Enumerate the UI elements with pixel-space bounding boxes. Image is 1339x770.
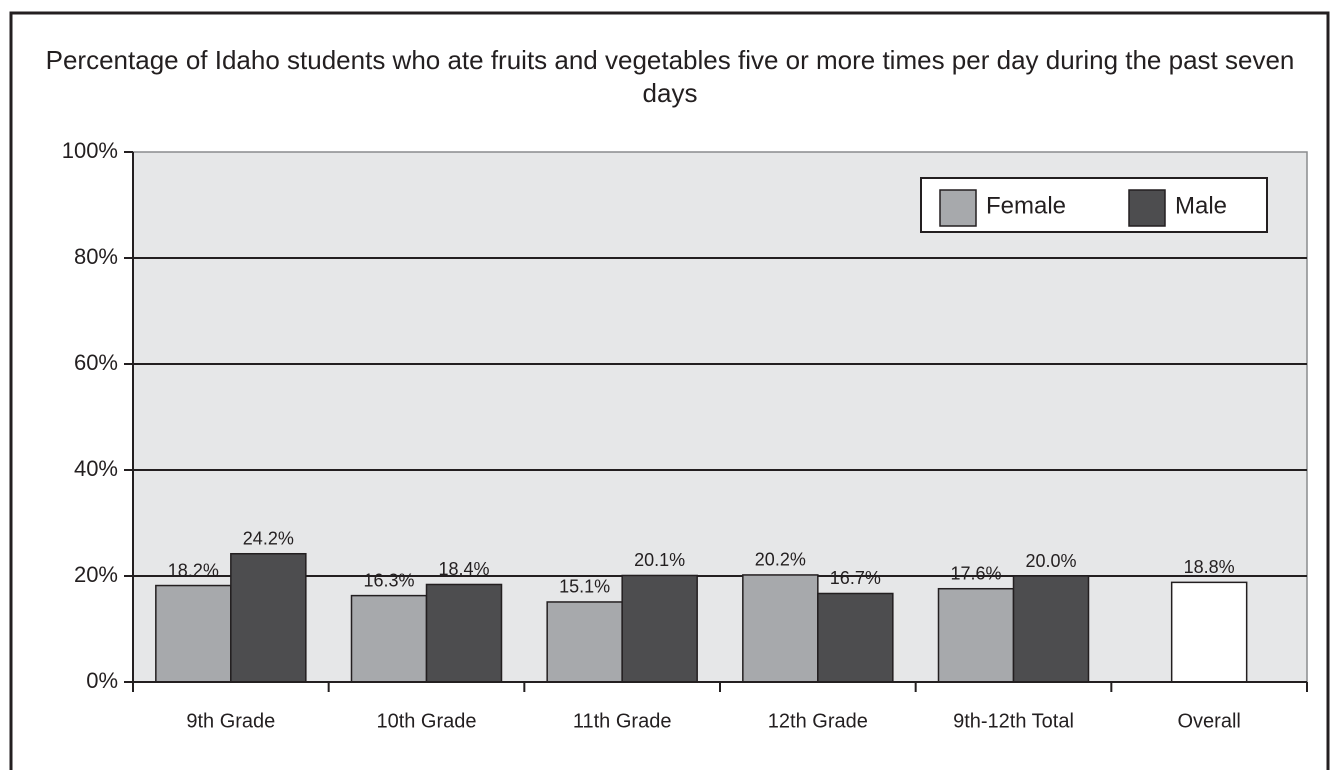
x-tick-label: 10th Grade [376, 710, 476, 732]
legend-swatch [1128, 189, 1166, 227]
bar [230, 552, 307, 683]
y-tick-label: 60% [74, 350, 118, 375]
y-tick-label: 80% [74, 244, 118, 269]
legend-label: Female [986, 192, 1066, 219]
x-tick-label: 9th-12th Total [953, 710, 1074, 732]
bar [1012, 575, 1090, 683]
y-tick-label: 40% [74, 456, 118, 481]
value-label: 20.1% [634, 550, 685, 570]
value-label: 20.0% [1025, 551, 1076, 571]
value-label: 20.2% [755, 550, 806, 570]
bar [1170, 581, 1248, 683]
legend-swatch [939, 189, 977, 227]
legend-label: Male [1175, 192, 1227, 219]
x-tick-label: 11th Grade [573, 710, 672, 732]
value-label: 15.1% [559, 577, 610, 597]
value-label: 18.4% [438, 559, 489, 579]
frame [9, 11, 1330, 770]
x-tick-label: Overall [1177, 710, 1240, 732]
value-label: 16.3% [363, 570, 414, 590]
legend-box [920, 177, 1268, 233]
chart-title: Percentage of Idaho students who ate fru… [45, 45, 1295, 108]
bar [425, 583, 503, 683]
bar [350, 594, 428, 683]
value-label: 24.2% [243, 528, 294, 548]
y-tick-label: 20% [74, 562, 118, 587]
y-tick-label: 100% [62, 138, 118, 163]
y-tick-label: 0% [86, 668, 118, 693]
bar [155, 584, 232, 683]
x-tick-label: 9th Grade [186, 710, 275, 732]
value-label: 16.7% [830, 568, 881, 588]
value-label: 18.2% [168, 560, 219, 580]
bar [817, 592, 894, 683]
value-label: 18.8% [1184, 557, 1235, 577]
bar [937, 587, 1015, 683]
legend: Female Male [920, 177, 1268, 233]
bar [546, 601, 623, 683]
bar [621, 574, 698, 683]
bar [742, 574, 819, 683]
value-label: 17.6% [950, 563, 1001, 583]
x-tick-label: 12th Grade [768, 710, 868, 732]
